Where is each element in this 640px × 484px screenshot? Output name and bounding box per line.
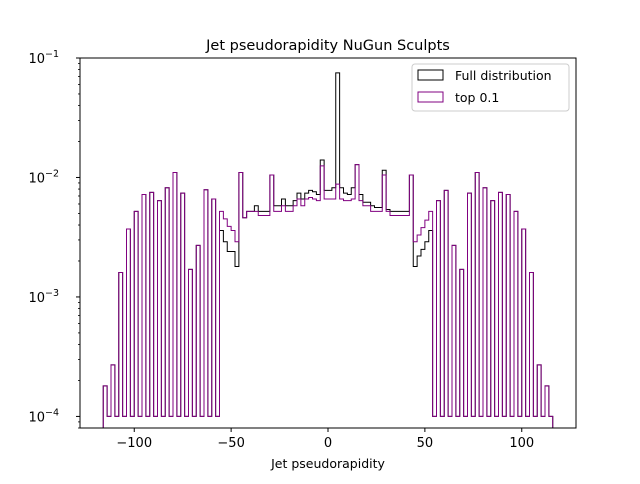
x-tick-label: 0 — [324, 436, 332, 451]
chart-title: Jet pseudorapidity NuGun Sculpts — [205, 38, 450, 54]
legend-box — [411, 63, 570, 112]
y-tick-label: 10−3 — [28, 288, 59, 306]
legend-label-full-distribution: Full distribution — [455, 68, 552, 83]
x-axis-label: Jet pseudorapidity — [270, 456, 385, 471]
x-axis: −100 −50 0 50 100 — [116, 428, 534, 451]
y-axis: 10−4 10−3 10−2 10−1 — [28, 49, 80, 429]
histogram-series-top-0-1 — [102, 164, 554, 428]
legend: Full distribution top 0.1 — [411, 63, 570, 112]
y-tick-label: 10−2 — [28, 168, 59, 186]
x-tick-label: 50 — [417, 436, 434, 451]
series-layer — [102, 72, 554, 428]
x-tick-label: −50 — [217, 436, 244, 451]
x-tick-label: 100 — [509, 436, 534, 451]
x-tick-label: −100 — [116, 436, 152, 451]
legend-swatch-full-distribution — [417, 69, 444, 81]
y-tick-label: 10−1 — [28, 49, 59, 67]
legend-swatch-top-01 — [417, 91, 444, 103]
y-tick-label: 10−4 — [28, 407, 59, 425]
legend-label-top-01: top 0.1 — [455, 90, 499, 105]
